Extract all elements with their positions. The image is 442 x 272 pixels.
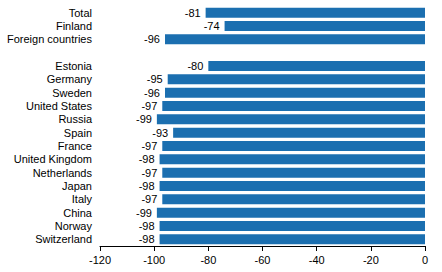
svg-text:Spain: Spain (64, 127, 92, 139)
svg-text:-99: -99 (136, 113, 152, 125)
svg-text:-98: -98 (139, 153, 155, 165)
svg-text:-80: -80 (200, 254, 216, 266)
svg-text:-95: -95 (147, 73, 163, 85)
svg-text:Russia: Russia (58, 113, 93, 125)
svg-text:-120: -120 (89, 254, 111, 266)
svg-text:France: France (58, 140, 92, 152)
svg-text:-20: -20 (363, 254, 379, 266)
svg-text:-74: -74 (204, 20, 220, 32)
svg-text:-96: -96 (144, 87, 160, 99)
svg-text:-98: -98 (139, 180, 155, 192)
svg-text:-97: -97 (141, 140, 157, 152)
svg-text:Foreign countries: Foreign countries (7, 33, 92, 45)
svg-text:-98: -98 (139, 220, 155, 232)
svg-text:Netherlands: Netherlands (33, 167, 93, 179)
svg-text:-99: -99 (136, 207, 152, 219)
svg-text:0: 0 (422, 254, 428, 266)
svg-text:Sweden: Sweden (52, 87, 92, 99)
svg-text:-97: -97 (141, 100, 157, 112)
svg-text:China: China (63, 207, 93, 219)
svg-text:-81: -81 (185, 7, 201, 19)
svg-text:-40: -40 (309, 254, 325, 266)
svg-text:-97: -97 (141, 193, 157, 205)
svg-text:Finland: Finland (56, 20, 92, 32)
svg-text:-98: -98 (139, 233, 155, 245)
svg-text:Switzerland: Switzerland (35, 233, 92, 245)
svg-text:Italy: Italy (72, 193, 93, 205)
svg-text:-100: -100 (143, 254, 165, 266)
svg-text:-60: -60 (255, 254, 271, 266)
svg-text:United States: United States (26, 100, 93, 112)
svg-text:-97: -97 (141, 167, 157, 179)
svg-text:-93: -93 (152, 127, 168, 139)
svg-text:Estonia: Estonia (55, 60, 93, 72)
svg-text:United Kingdom: United Kingdom (14, 153, 92, 165)
svg-text:Norway: Norway (55, 220, 93, 232)
svg-text:Total: Total (69, 7, 92, 19)
svg-text:-96: -96 (144, 33, 160, 45)
svg-text:Germany: Germany (47, 73, 93, 85)
svg-text:-80: -80 (187, 60, 203, 72)
svg-text:Japan: Japan (62, 180, 92, 192)
